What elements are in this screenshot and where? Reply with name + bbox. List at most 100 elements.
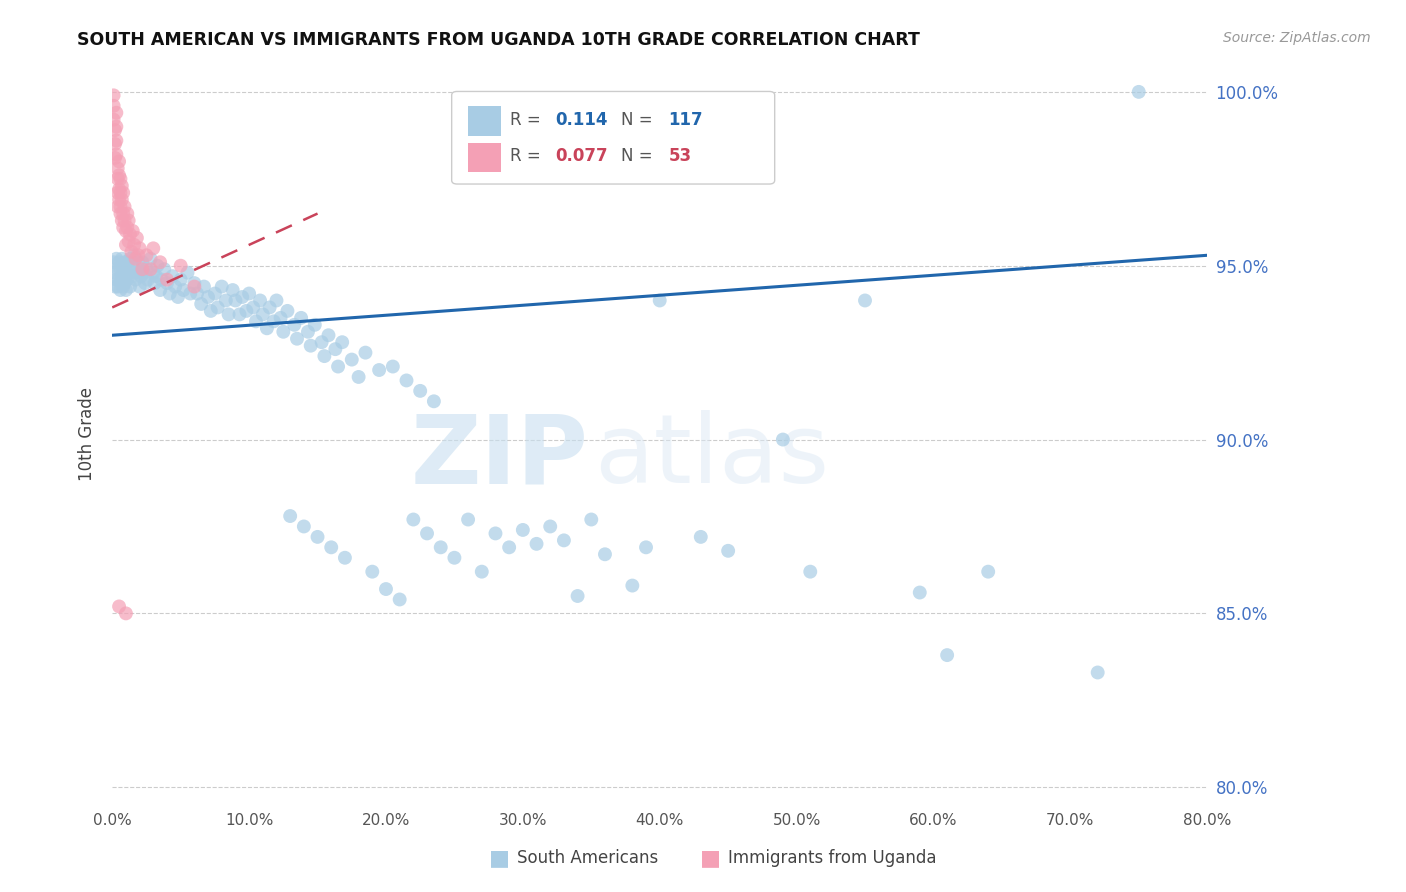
Point <box>318 328 340 343</box>
Point <box>108 182 131 196</box>
Point <box>132 266 155 280</box>
Text: R =: R = <box>510 111 546 128</box>
Point <box>290 310 312 325</box>
Point <box>112 206 135 220</box>
Point <box>409 384 432 398</box>
Point <box>621 578 644 592</box>
Point <box>252 307 274 321</box>
Point <box>108 169 131 183</box>
Point <box>153 262 176 277</box>
Text: 0.114: 0.114 <box>555 111 609 128</box>
Point <box>526 537 548 551</box>
Point <box>118 262 141 277</box>
Point <box>197 290 219 304</box>
Point <box>105 134 128 148</box>
Point <box>115 283 138 297</box>
Point <box>402 512 425 526</box>
Point <box>218 307 240 321</box>
Point <box>165 279 187 293</box>
Point <box>512 523 534 537</box>
Point <box>125 266 148 280</box>
Point <box>256 321 278 335</box>
Point <box>581 512 603 526</box>
Point <box>118 279 141 293</box>
Point <box>689 530 711 544</box>
Point <box>111 193 134 207</box>
Point <box>120 269 142 284</box>
Point <box>159 286 181 301</box>
Text: N =: N = <box>621 147 658 165</box>
Point <box>124 272 146 286</box>
Point <box>193 279 215 293</box>
Point <box>124 252 146 266</box>
Point <box>118 227 141 242</box>
Point <box>129 269 152 284</box>
Point <box>211 279 233 293</box>
FancyBboxPatch shape <box>468 106 501 136</box>
Point <box>634 541 657 555</box>
Point <box>135 248 157 262</box>
Point <box>416 526 439 541</box>
Point <box>538 519 561 533</box>
Point <box>231 290 253 304</box>
Point <box>108 272 131 286</box>
Point <box>108 599 131 614</box>
Point <box>110 262 132 277</box>
Point <box>977 565 1000 579</box>
Point <box>122 248 145 262</box>
Point <box>149 255 172 269</box>
Point <box>429 541 451 555</box>
Point <box>107 186 129 200</box>
Point <box>224 293 246 308</box>
Point <box>200 304 222 318</box>
Point <box>278 509 301 524</box>
Point <box>228 307 250 321</box>
Point <box>170 259 193 273</box>
Point <box>150 272 173 286</box>
Point <box>107 171 129 186</box>
Point <box>107 262 129 277</box>
Text: SOUTH AMERICAN VS IMMIGRANTS FROM UGANDA 10TH GRADE CORRELATION CHART: SOUTH AMERICAN VS IMMIGRANTS FROM UGANDA… <box>77 31 920 49</box>
Point <box>128 266 150 280</box>
Point <box>156 276 179 290</box>
Point <box>104 279 127 293</box>
Point <box>221 283 243 297</box>
Point <box>104 151 127 165</box>
Point <box>553 533 575 548</box>
Point <box>146 259 169 273</box>
Point <box>207 301 229 315</box>
Point <box>107 279 129 293</box>
Point <box>103 112 125 127</box>
Point <box>115 237 138 252</box>
Point <box>471 565 494 579</box>
FancyBboxPatch shape <box>451 92 775 184</box>
Point <box>115 224 138 238</box>
Point <box>297 325 319 339</box>
Text: 53: 53 <box>668 147 692 165</box>
Text: ZIP: ZIP <box>411 410 589 503</box>
Point <box>314 349 336 363</box>
Point <box>128 279 150 293</box>
Point <box>115 269 138 284</box>
Point <box>118 252 141 266</box>
Point <box>325 342 347 356</box>
Text: N =: N = <box>621 111 658 128</box>
Text: 0.077: 0.077 <box>555 147 609 165</box>
Text: ■: ■ <box>700 848 720 868</box>
Point <box>183 276 205 290</box>
Point <box>242 301 264 315</box>
Point <box>498 541 520 555</box>
Point <box>104 266 127 280</box>
Point <box>110 206 132 220</box>
Point <box>648 293 671 308</box>
Point <box>266 293 288 308</box>
Point <box>326 359 349 374</box>
Point <box>235 304 257 318</box>
Point <box>121 259 143 273</box>
Point <box>136 272 159 286</box>
Point <box>567 589 589 603</box>
Point <box>263 314 285 328</box>
Point <box>118 235 141 249</box>
Point <box>375 582 398 596</box>
Point <box>333 550 356 565</box>
